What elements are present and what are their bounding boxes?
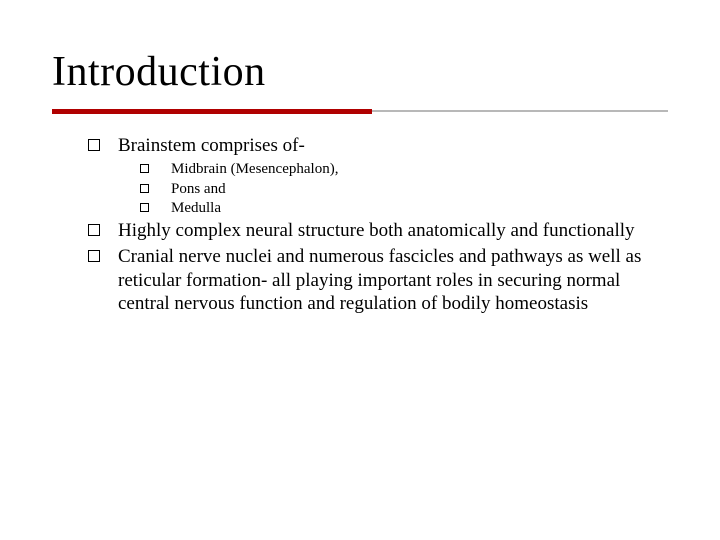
bullet-level2: Pons and [60,180,668,199]
bullet-level1: Brainstem comprises of- [60,134,668,158]
bullet-level2: Medulla [60,199,668,218]
bullet-level2: Midbrain (Mesencephalon), [60,160,668,179]
square-bullet-icon [88,224,100,236]
square-bullet-icon [88,250,100,262]
square-bullet-icon [140,164,149,173]
bullet-text: Medulla [171,199,221,218]
square-bullet-icon [140,203,149,212]
underline-red-segment [52,109,372,114]
slide-title: Introduction [52,48,668,96]
slide: Introduction Brainstem comprises of- Mid… [0,0,720,540]
bullet-level1: Highly complex neural structure both ana… [60,219,668,243]
title-underline [52,102,668,120]
square-bullet-icon [88,139,100,151]
bullet-text: Brainstem comprises of- [118,134,305,158]
underline-gray-segment [372,110,668,112]
square-bullet-icon [140,184,149,193]
bullet-level1: Cranial nerve nuclei and numerous fascic… [60,245,668,316]
bullet-text: Pons and [171,180,226,199]
bullet-text: Midbrain (Mesencephalon), [171,160,338,179]
content-area: Brainstem comprises of- Midbrain (Mesenc… [52,134,668,316]
bullet-text: Cranial nerve nuclei and numerous fascic… [118,245,668,316]
bullet-text: Highly complex neural structure both ana… [118,219,635,243]
